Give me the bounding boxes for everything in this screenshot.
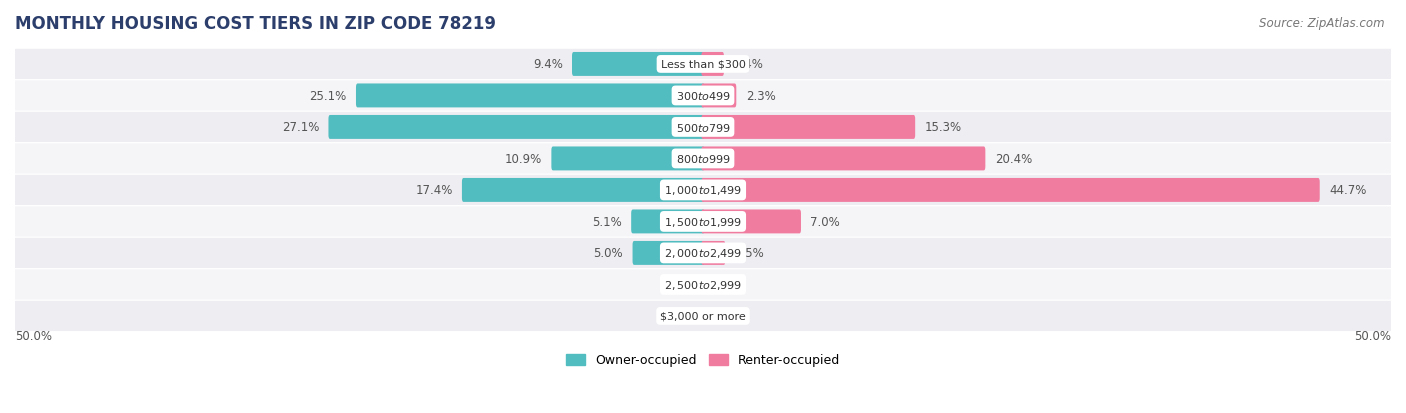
FancyBboxPatch shape bbox=[15, 207, 1391, 237]
Text: 5.0%: 5.0% bbox=[593, 247, 623, 260]
Legend: Owner-occupied, Renter-occupied: Owner-occupied, Renter-occupied bbox=[562, 350, 844, 370]
FancyBboxPatch shape bbox=[15, 238, 1391, 268]
Text: Source: ZipAtlas.com: Source: ZipAtlas.com bbox=[1260, 17, 1385, 29]
Text: 20.4%: 20.4% bbox=[994, 152, 1032, 166]
Text: 0.0%: 0.0% bbox=[714, 310, 744, 323]
Text: 50.0%: 50.0% bbox=[1354, 329, 1391, 342]
FancyBboxPatch shape bbox=[702, 84, 737, 108]
FancyBboxPatch shape bbox=[633, 241, 704, 265]
FancyBboxPatch shape bbox=[356, 84, 704, 108]
Text: 15.3%: 15.3% bbox=[925, 121, 962, 134]
FancyBboxPatch shape bbox=[15, 144, 1391, 174]
FancyBboxPatch shape bbox=[15, 50, 1391, 80]
Text: Less than $300: Less than $300 bbox=[661, 60, 745, 70]
FancyBboxPatch shape bbox=[572, 53, 704, 77]
FancyBboxPatch shape bbox=[15, 112, 1391, 143]
FancyBboxPatch shape bbox=[702, 53, 724, 77]
FancyBboxPatch shape bbox=[631, 210, 704, 234]
FancyBboxPatch shape bbox=[551, 147, 704, 171]
Text: 44.7%: 44.7% bbox=[1329, 184, 1367, 197]
Text: 7.0%: 7.0% bbox=[810, 216, 839, 228]
Text: $1,500 to $1,999: $1,500 to $1,999 bbox=[664, 216, 742, 228]
Text: 9.4%: 9.4% bbox=[533, 58, 562, 71]
Text: 50.0%: 50.0% bbox=[15, 329, 52, 342]
FancyBboxPatch shape bbox=[15, 301, 1391, 331]
Text: 25.1%: 25.1% bbox=[309, 90, 347, 103]
Text: $3,000 or more: $3,000 or more bbox=[661, 311, 745, 321]
Text: $2,000 to $2,499: $2,000 to $2,499 bbox=[664, 247, 742, 260]
FancyBboxPatch shape bbox=[702, 178, 1320, 202]
Text: $500 to $799: $500 to $799 bbox=[675, 122, 731, 134]
FancyBboxPatch shape bbox=[702, 210, 801, 234]
Text: 1.4%: 1.4% bbox=[734, 58, 763, 71]
Text: 0.0%: 0.0% bbox=[662, 278, 692, 291]
Text: 0.0%: 0.0% bbox=[714, 278, 744, 291]
FancyBboxPatch shape bbox=[15, 270, 1391, 300]
Text: 27.1%: 27.1% bbox=[281, 121, 319, 134]
FancyBboxPatch shape bbox=[702, 116, 915, 140]
Text: 2.3%: 2.3% bbox=[745, 90, 775, 103]
Text: $300 to $499: $300 to $499 bbox=[675, 90, 731, 102]
FancyBboxPatch shape bbox=[15, 176, 1391, 206]
Text: 10.9%: 10.9% bbox=[505, 152, 541, 166]
Text: $2,500 to $2,999: $2,500 to $2,999 bbox=[664, 278, 742, 291]
FancyBboxPatch shape bbox=[15, 81, 1391, 111]
Text: 17.4%: 17.4% bbox=[415, 184, 453, 197]
Text: 0.0%: 0.0% bbox=[662, 310, 692, 323]
Text: $800 to $999: $800 to $999 bbox=[675, 153, 731, 165]
Text: 1.5%: 1.5% bbox=[735, 247, 765, 260]
FancyBboxPatch shape bbox=[463, 178, 704, 202]
Text: 5.1%: 5.1% bbox=[592, 216, 621, 228]
Text: MONTHLY HOUSING COST TIERS IN ZIP CODE 78219: MONTHLY HOUSING COST TIERS IN ZIP CODE 7… bbox=[15, 15, 496, 33]
FancyBboxPatch shape bbox=[702, 147, 986, 171]
FancyBboxPatch shape bbox=[329, 116, 704, 140]
FancyBboxPatch shape bbox=[702, 241, 725, 265]
Text: $1,000 to $1,499: $1,000 to $1,499 bbox=[664, 184, 742, 197]
